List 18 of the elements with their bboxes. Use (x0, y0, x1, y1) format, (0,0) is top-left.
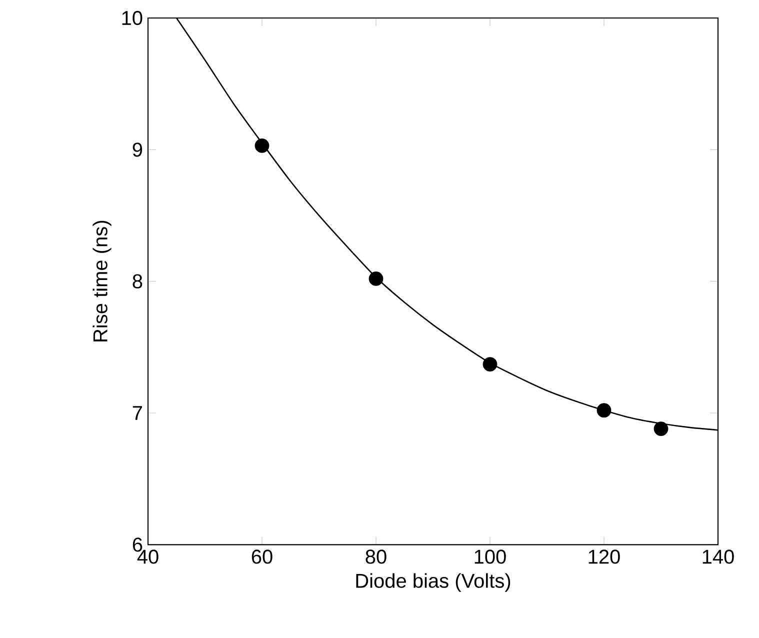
y-axis-title: Rise time (ns) (92, 221, 112, 342)
x-tick-label: 120 (588, 550, 620, 564)
point (654, 422, 668, 436)
x-axis-title: Diode bias (Volts) (356, 573, 510, 592)
x-tick-label: 140 (702, 550, 734, 564)
x-tick-label: 40 (137, 550, 158, 564)
point (368, 272, 384, 286)
x-tick-label: 100 (474, 550, 506, 564)
y-tick-label: 7 (132, 406, 142, 420)
y-tick-label: 6 (132, 538, 142, 552)
x-tick-label: 60 (252, 550, 272, 564)
y-tick-label: 9 (132, 142, 142, 157)
y-tick-label: 8 (132, 274, 142, 289)
point (482, 357, 498, 372)
y-tick-label: 10 (122, 11, 142, 26)
point (254, 138, 270, 154)
point (596, 403, 612, 418)
x-tick-label: 80 (366, 550, 386, 564)
